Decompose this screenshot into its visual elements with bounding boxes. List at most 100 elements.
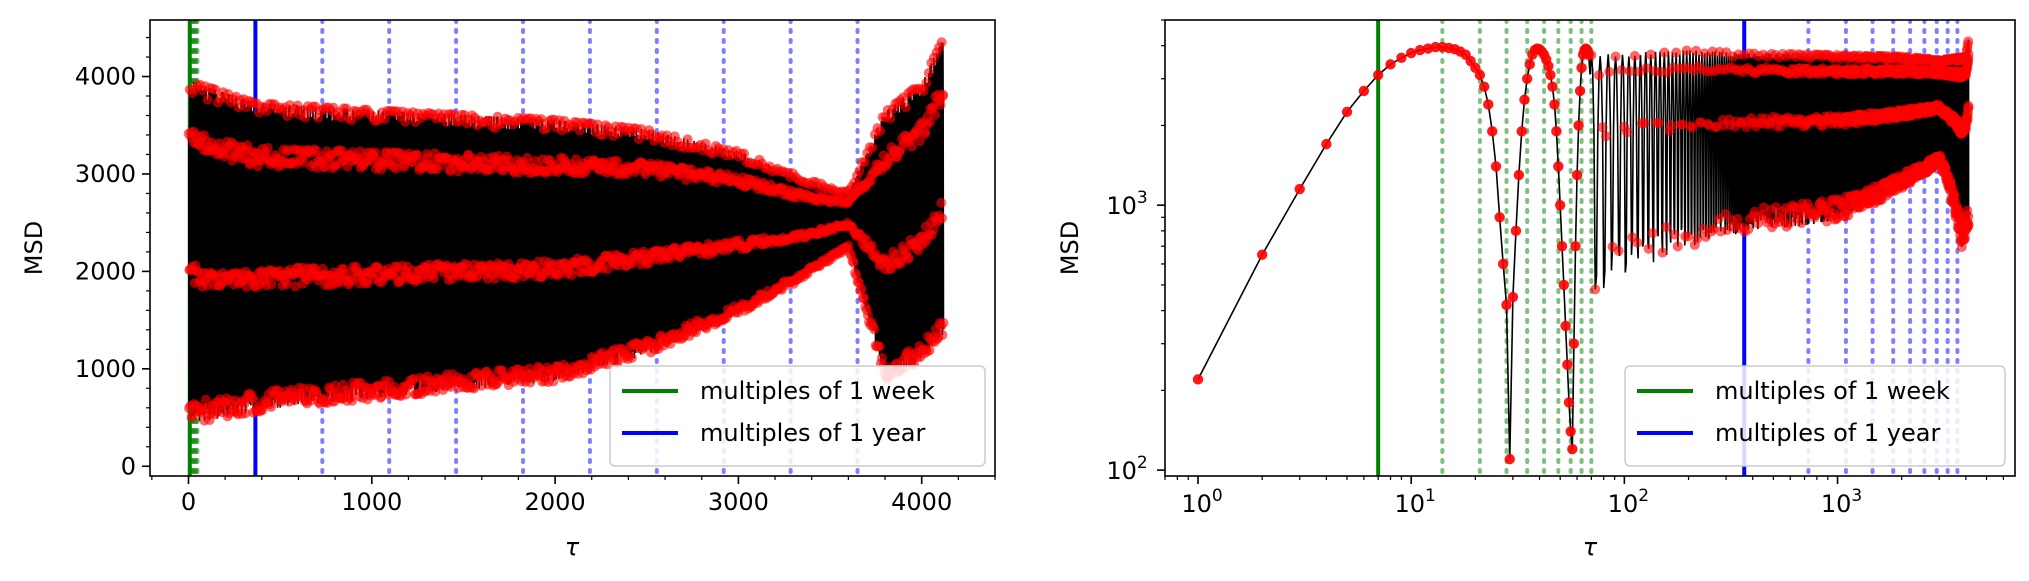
right-x-axis-ticks: 100 101 102 103 bbox=[1164, 476, 2005, 518]
right-msd-point bbox=[1543, 60, 1554, 72]
right-msd-point bbox=[1666, 120, 1677, 131]
left-msd-point bbox=[923, 67, 934, 78]
left-legend-year-label: multiples of 1 year bbox=[700, 419, 925, 447]
right-x-axis-label: τ bbox=[1583, 533, 1598, 561]
left-msd-point bbox=[412, 149, 423, 160]
right-msd-point bbox=[1405, 47, 1417, 59]
left-msd-point bbox=[574, 125, 585, 136]
left-y-axis-label: MSD bbox=[20, 221, 48, 275]
right-msd-point bbox=[1659, 47, 1670, 58]
right-msd-point bbox=[1565, 426, 1576, 437]
right-msd-point bbox=[1474, 69, 1486, 81]
right-msd-point bbox=[1597, 122, 1608, 133]
right-msd-point bbox=[1632, 237, 1643, 248]
right-msd-point bbox=[1551, 126, 1562, 137]
right-msd-point bbox=[1593, 70, 1604, 81]
right-msd-point bbox=[1707, 46, 1718, 57]
right-msd-point bbox=[1645, 49, 1656, 60]
left-msd-point bbox=[682, 134, 693, 145]
left-msd-point bbox=[924, 117, 935, 127]
left-msd-point bbox=[210, 84, 221, 95]
left-msd-point bbox=[399, 161, 410, 172]
left-y-tick-label: 4000 bbox=[75, 63, 136, 91]
right-msd-point bbox=[1563, 397, 1575, 408]
left-msd-point bbox=[441, 117, 452, 128]
left-msd-point bbox=[867, 142, 878, 153]
right-msd-point bbox=[1963, 36, 1974, 47]
left-msd-point bbox=[843, 240, 854, 251]
right-msd-point bbox=[1643, 243, 1654, 254]
right-msd-point bbox=[1647, 228, 1658, 239]
right-msd-point bbox=[1687, 122, 1698, 133]
left-msd-point bbox=[612, 156, 623, 167]
left-y-tick-label: 2000 bbox=[75, 257, 136, 285]
right-msd-point bbox=[1732, 213, 1743, 224]
right-x-tick-label: 102 bbox=[1608, 486, 1649, 518]
left-msd-point bbox=[281, 278, 292, 289]
left-msd-point bbox=[626, 352, 637, 363]
left-msd-point bbox=[935, 99, 946, 110]
left-msd-point bbox=[266, 279, 277, 290]
right-msd-point bbox=[1622, 127, 1633, 138]
left-msd-point bbox=[937, 213, 948, 224]
left-msd-point bbox=[290, 281, 301, 292]
left-msd-point bbox=[869, 324, 880, 335]
right-msd-point bbox=[1796, 218, 1807, 229]
left-y-tick-label: 0 bbox=[121, 452, 136, 480]
right-msd-point bbox=[1677, 119, 1688, 130]
left-msd-point bbox=[401, 389, 412, 400]
right-msd-point bbox=[1547, 81, 1558, 92]
left-legend: multiples of 1 week multiples of 1 year bbox=[609, 365, 986, 467]
right-msd-point bbox=[1963, 211, 1974, 222]
right-msd-point bbox=[1600, 131, 1611, 142]
right-msd-point bbox=[1624, 66, 1635, 77]
right-msd-point bbox=[1657, 247, 1668, 258]
right-msd-point bbox=[1568, 338, 1580, 349]
right-msd-point bbox=[1669, 229, 1680, 240]
left-y-axis-ticks: 0 1000 2000 3000 4000 bbox=[75, 36, 150, 480]
right-msd-point bbox=[1507, 291, 1519, 303]
left-msd-point bbox=[848, 257, 859, 268]
right-msd-point bbox=[1414, 44, 1426, 56]
right-msd-point bbox=[1653, 117, 1664, 128]
right-msd-point bbox=[1519, 94, 1530, 105]
left-msd-point bbox=[936, 37, 947, 48]
left-msd-point bbox=[739, 148, 750, 159]
left-x-tick-label: 4000 bbox=[891, 488, 952, 516]
right-msd-point bbox=[1372, 69, 1384, 81]
right-msd-point bbox=[1720, 209, 1731, 220]
right-msd-point bbox=[1192, 374, 1204, 385]
left-msd-point bbox=[918, 85, 929, 96]
right-msd-point bbox=[1558, 279, 1570, 291]
right-msd-point bbox=[1590, 284, 1601, 295]
left-legend-box bbox=[609, 365, 986, 467]
right-msd-point bbox=[1604, 66, 1615, 77]
right-msd-point bbox=[1521, 73, 1533, 84]
left-msd-point bbox=[341, 103, 352, 114]
right-msd-point bbox=[1294, 183, 1305, 195]
left-x-tick-label: 3000 bbox=[708, 488, 769, 516]
right-msd-point bbox=[1692, 233, 1703, 244]
left-msd-point bbox=[202, 94, 213, 105]
right-msd-point bbox=[1610, 51, 1621, 62]
right-msd-point bbox=[1691, 45, 1702, 56]
right-msd-point bbox=[1549, 99, 1560, 110]
right-msd-point bbox=[1524, 59, 1535, 70]
right-msd-point bbox=[1963, 219, 1974, 230]
right-msd-point bbox=[1698, 223, 1709, 234]
right-msd-point bbox=[1513, 169, 1525, 181]
right-msd-point bbox=[1504, 453, 1515, 465]
left-legend-week-label: multiples of 1 week bbox=[700, 377, 935, 405]
left-msd-point bbox=[346, 115, 357, 126]
left-msd-point bbox=[906, 141, 917, 152]
right-msd-point bbox=[1560, 320, 1571, 332]
right-legend: multiples of 1 week multiples of 1 year bbox=[1624, 365, 2006, 467]
right-msd-point bbox=[1641, 63, 1652, 74]
right-y-tick-label: 102 bbox=[1106, 453, 1147, 485]
right-msd-point bbox=[1639, 118, 1650, 129]
left-msd-point bbox=[900, 102, 911, 113]
right-msd-point bbox=[1321, 138, 1332, 150]
right-msd-point bbox=[1556, 241, 1568, 252]
right-legend-box bbox=[1624, 365, 2006, 467]
